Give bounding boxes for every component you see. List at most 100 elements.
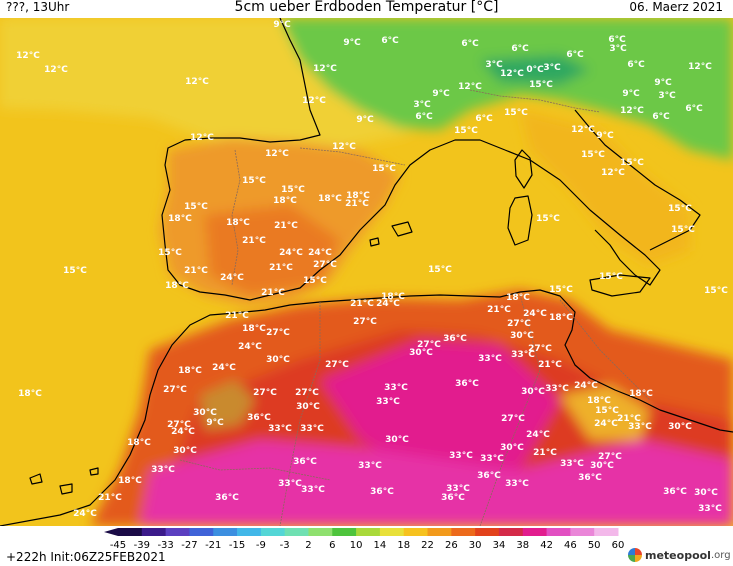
temperature-label: 33°C (358, 461, 382, 471)
temperature-label: 9°C (622, 89, 640, 99)
temperature-map: 9°C9°C 6°C 6°C 6°C6°C6°C3°C6°C 12°C12°C12°C 1… (0, 18, 733, 526)
temperature-label: 9°C (596, 131, 614, 141)
temperature-label: 27°C (295, 388, 319, 398)
temperature-label: 18°C (346, 191, 370, 201)
coast-corsica (514, 149, 533, 189)
temperature-label: 27°C (167, 420, 191, 430)
temperature-label: 24°C (308, 248, 332, 258)
field-tunisia-mild (560, 385, 650, 440)
temperature-label: 24°C (220, 273, 244, 283)
temperature-label: 15°C (454, 126, 478, 136)
temperature-label: 3°C (543, 63, 561, 73)
color-scale-tick-label: -15 (229, 540, 245, 551)
temperature-label: 30°C (668, 422, 692, 432)
temperature-label: 33°C (545, 384, 569, 394)
temperature-label: 36°C (370, 487, 394, 497)
temperature-label: 36°C (578, 473, 602, 483)
temperature-label: 9°C (654, 78, 672, 88)
temperature-label: 12°C (185, 77, 209, 87)
color-scale-tick-label: 14 (374, 540, 387, 551)
temperature-label: 6°C (627, 60, 645, 70)
temperature-label: 24°C (238, 342, 262, 352)
temperature-label: 18°C (242, 324, 266, 334)
temperature-label: 12°C (313, 64, 337, 74)
color-scale-tick-label: -21 (205, 540, 221, 551)
temperature-label: 18°C (318, 194, 342, 204)
temperature-label: 33°C (511, 350, 535, 360)
temperature-label: 30°C (173, 446, 197, 456)
temperature-label: 27°C (253, 388, 277, 398)
temperature-label: 27°C (501, 414, 525, 424)
temperature-label: 36°C (455, 379, 479, 389)
temperature-label: 12°C (44, 65, 68, 75)
color-scale: -45 -39 -33 -27 -21 -15 -9 -3 2 6 10 14 18 22 26 30 34 38… (104, 528, 625, 551)
color-scale-tick-label: 6 (329, 540, 335, 551)
color-scale-swatch (237, 528, 262, 536)
temperature-label: 33°C (278, 479, 302, 489)
color-scale-ticks: -45 -39 -33 -27 -21 -15 -9 -3 2 6 10 14 18 22 26 30 34 38… (110, 540, 625, 551)
temperature-label: 15°C (529, 80, 553, 90)
temperature-label: 21°C (538, 360, 562, 370)
temperature-label: 24°C (171, 427, 195, 437)
temperature-label: 9°C (356, 115, 374, 125)
temperature-label: 30°C (296, 402, 320, 412)
temperature-label: 33°C (300, 424, 324, 434)
temperature-label: 15°C (620, 158, 644, 168)
temperature-label: 15°C (595, 406, 619, 416)
color-scale-swatch (403, 528, 429, 536)
temperature-label: 21°C (98, 493, 122, 503)
temperature-label: 6°C (381, 36, 399, 46)
temperature-label: 12°C (571, 125, 595, 135)
temperature-label: 33°C (151, 465, 175, 475)
coast-italy (504, 109, 701, 286)
color-scale-tick-label: 46 (564, 540, 577, 551)
temperature-label: 27°C (507, 319, 531, 329)
temperature-label: 15°C (63, 266, 87, 276)
field-sahara-magenta (320, 340, 560, 480)
valid-time-label: ???, 13Uhr (6, 0, 70, 14)
brand-logo[interactable]: meteopool .org (628, 546, 731, 564)
temperature-label: 33°C (384, 383, 408, 393)
temperature-label: 6°C (415, 112, 433, 122)
temperature-label: 21°C (487, 305, 511, 315)
temperature-label: 15°C (536, 214, 560, 224)
temperature-label: 12°C (601, 168, 625, 178)
temperature-label: 12°C (332, 142, 356, 152)
temperature-label: 15°C (704, 286, 728, 296)
temperature-label: 15°C (428, 265, 452, 275)
color-scale-tick-label: -39 (134, 540, 150, 551)
temperature-label: 18°C (127, 438, 151, 448)
temperature-label: 21°C (269, 263, 293, 273)
temperature-label: 24°C (526, 430, 550, 440)
temperature-label: 18°C (506, 293, 530, 303)
temperature-label: 18°C (629, 389, 653, 399)
coast-sicily (589, 274, 651, 297)
coastlines (0, 18, 733, 526)
color-scale-tick-label: -27 (181, 540, 197, 551)
temperature-label: 0°C (526, 65, 544, 75)
temperature-label: 3°C (658, 91, 676, 101)
brand-name: meteopool (645, 548, 711, 562)
brand-tld: .org (710, 549, 731, 561)
field-sahara-south (140, 440, 733, 526)
field-cool-green (280, 18, 733, 160)
temperature-label: 33°C (268, 424, 292, 434)
country-borders (179, 89, 651, 526)
temperature-label: 12°C (620, 106, 644, 116)
color-scale-tick-label: 60 (612, 540, 625, 551)
temperature-label: 33°C (478, 354, 502, 364)
temperature-label: 27°C (266, 328, 290, 338)
temperature-label: 15°C (242, 176, 266, 186)
color-scale-swatch (118, 528, 143, 536)
temperature-label: 15°C (671, 225, 695, 235)
temperature-labels: 9°C9°C 6°C 6°C 6°C6°C6°C3°C6°C 12°C12°C12°C 1… (16, 20, 728, 519)
temperature-label: 24°C (594, 419, 618, 429)
color-scale-tick-label: 42 (540, 540, 553, 551)
temperature-label: 27°C (417, 340, 441, 350)
temperature-label: 15°C (158, 248, 182, 258)
color-scale-tick-label: 38 (516, 540, 529, 551)
temperature-fields (0, 18, 733, 526)
temperature-label: 3°C (609, 44, 627, 54)
temperature-label: 9°C (273, 20, 291, 30)
temperature-label: 30°C (409, 348, 433, 358)
